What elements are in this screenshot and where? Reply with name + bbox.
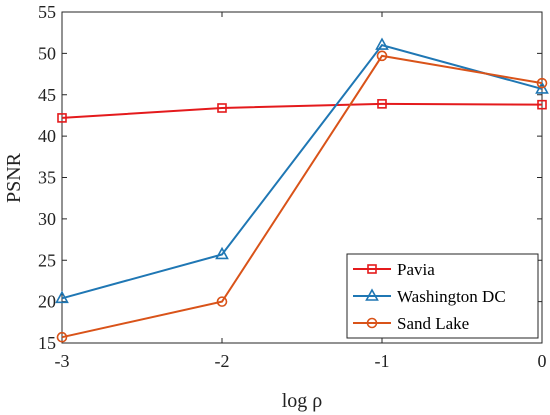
y-tick-label: 20 — [38, 292, 56, 312]
data-point-circle — [56, 331, 68, 343]
y-tick-label: 40 — [38, 126, 56, 146]
x-axis-title: log ρ — [282, 390, 323, 412]
y-tick-label: 50 — [38, 43, 56, 63]
legend-entry: Sand Lake — [353, 314, 469, 333]
y-tick-label: 30 — [38, 209, 56, 229]
y-tick-label: 35 — [38, 168, 56, 188]
series-line — [61, 102, 543, 119]
x-tick-label: -1 — [375, 351, 390, 371]
series-sand-lake — [56, 50, 548, 343]
series-washington-dc — [55, 37, 549, 304]
x-tick-label: -2 — [215, 351, 230, 371]
legend-marker-triangle — [365, 288, 379, 301]
legend: Pavia Washington DC Sand Lake — [346, 253, 539, 339]
data-point-triangle — [375, 37, 389, 50]
x-tick-label: -3 — [55, 351, 70, 371]
data-point-circle — [376, 50, 388, 62]
y-axis-title: PSNR — [3, 152, 25, 203]
series-line — [61, 54, 543, 339]
x-tick-label: 0 — [538, 351, 547, 371]
data-point-square — [377, 99, 387, 109]
data-point-triangle — [55, 290, 69, 304]
series-pavia — [57, 99, 547, 123]
x-axis: -3 -2 -1 0 — [55, 12, 547, 371]
legend-label: Washington DC — [397, 287, 506, 306]
series-layer — [55, 37, 549, 343]
legend-label: Sand Lake — [397, 314, 469, 333]
y-tick-label: 45 — [38, 85, 56, 105]
data-point-circle — [216, 296, 228, 307]
data-point-triangle — [215, 246, 229, 260]
y-tick-label: 55 — [38, 2, 56, 22]
data-point-square — [537, 99, 547, 110]
legend-marker-square — [367, 264, 377, 274]
legend-label: Pavia — [397, 260, 435, 279]
legend-entry: Washington DC — [353, 287, 506, 306]
y-axis: 15 20 25 30 35 40 45 50 55 — [38, 2, 542, 353]
data-point-square — [57, 113, 67, 123]
y-tick-label: 25 — [38, 250, 56, 270]
legend-marker-circle — [366, 317, 378, 329]
legend-entry: Pavia — [353, 260, 435, 279]
data-point-triangle — [535, 81, 549, 94]
data-point-square — [217, 103, 227, 113]
series-line — [61, 43, 543, 300]
y-tick-label: 15 — [38, 333, 56, 353]
data-point-circle — [536, 77, 548, 89]
